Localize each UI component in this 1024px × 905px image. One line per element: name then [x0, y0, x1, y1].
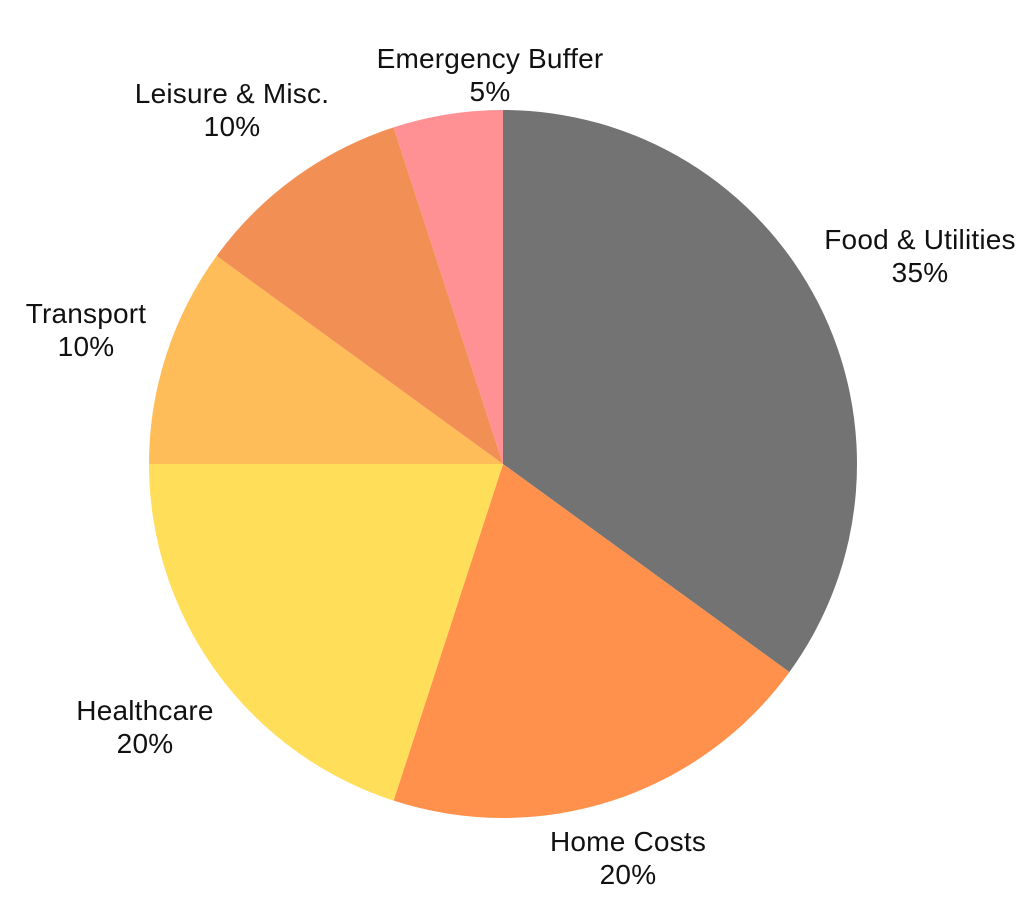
pie-slice-leisure-misc — [216, 127, 504, 464]
slice-label-emergency-buffer: Emergency Buffer 5% — [377, 42, 604, 108]
slice-label-transport: Transport 10% — [26, 297, 147, 363]
slice-label-percent: 10% — [57, 331, 115, 362]
slice-label-name: Home Costs — [549, 826, 707, 857]
slice-label-food-utilities: Food & Utilities 35% — [824, 223, 1016, 289]
slice-label-percent: 5% — [469, 76, 511, 107]
slice-label-percent: 35% — [891, 257, 949, 288]
pie-slice-transport — [149, 255, 503, 464]
slice-label-leisure-misc: Leisure & Misc. 10% — [135, 77, 329, 143]
slice-label-percent: 10% — [203, 111, 261, 142]
slice-label-name: Transport — [25, 298, 147, 329]
pie-slice-home-costs — [393, 464, 790, 818]
slice-label-name: Healthcare — [76, 695, 214, 726]
slice-label-percent: 20% — [599, 859, 657, 890]
slice-label-healthcare: Healthcare 20% — [76, 694, 213, 760]
slice-label-name: Food & Utilities — [824, 224, 1016, 255]
slice-label-name: Leisure & Misc. — [134, 78, 330, 109]
pie-slice-healthcare — [148, 464, 503, 801]
slice-label-name: Emergency Buffer — [376, 43, 604, 74]
slice-label-percent: 20% — [116, 728, 174, 759]
slice-label-home-costs: Home Costs 20% — [550, 825, 706, 891]
pie-slice-emergency-buffer — [393, 110, 503, 464]
pie-slice-food-utilities — [503, 109, 858, 673]
